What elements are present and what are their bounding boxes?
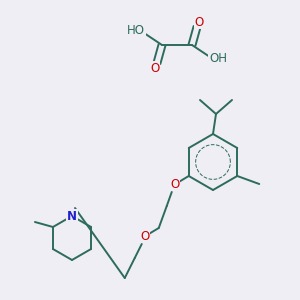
Text: O: O <box>150 61 160 74</box>
Text: O: O <box>140 230 149 242</box>
Text: OH: OH <box>209 52 227 65</box>
Text: O: O <box>170 178 179 190</box>
Text: HO: HO <box>127 25 145 38</box>
Text: O: O <box>194 16 204 28</box>
Text: N: N <box>67 209 77 223</box>
